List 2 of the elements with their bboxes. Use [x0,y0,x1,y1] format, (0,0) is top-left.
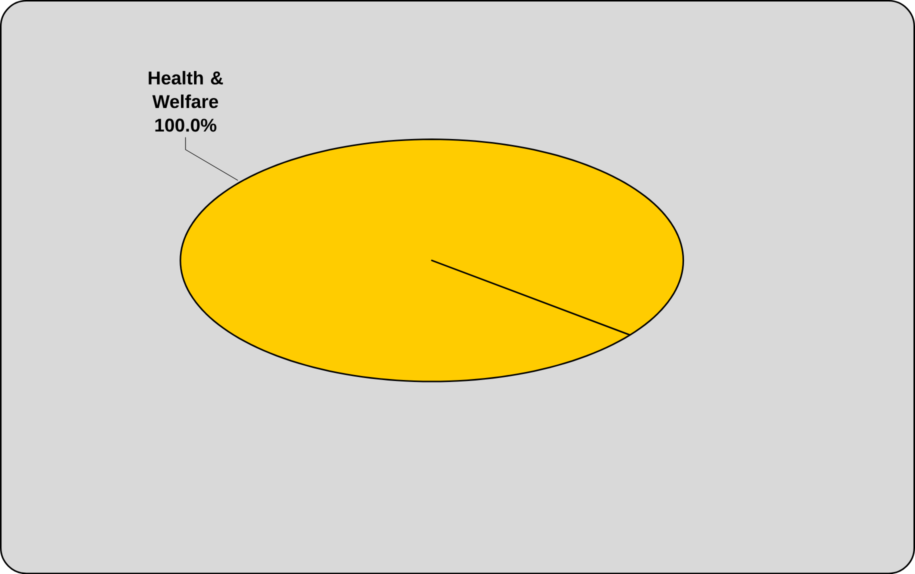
slice-label: Health & Welfare [148,70,223,108]
data-label: 100.0% [155,118,216,132]
